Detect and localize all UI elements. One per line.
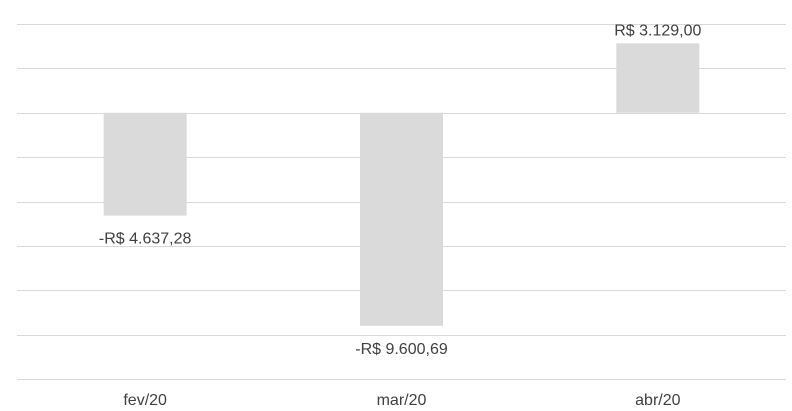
data-label-abr/20: R$ 3.129,00: [614, 22, 701, 39]
x-tick-label-fev/20: fev/20: [123, 392, 167, 409]
data-label-fev/20: -R$ 4.637,28: [99, 231, 192, 248]
x-tick-label-mar/20: mar/20: [377, 392, 427, 409]
bar-abr/20: [616, 43, 700, 113]
x-tick-label-abr/20: abr/20: [635, 392, 680, 409]
data-labels: -R$ 4.637,28 -R$ 9.600,69 R$ 3.129,00: [99, 22, 702, 357]
x-axis-tick-labels: fev/20 mar/20 abr/20: [123, 392, 680, 409]
bar-mar/20: [360, 112, 443, 326]
bars: [103, 43, 700, 326]
data-label-mar/20: -R$ 9.600,69: [355, 341, 448, 358]
bar-fev/20: [103, 112, 187, 216]
